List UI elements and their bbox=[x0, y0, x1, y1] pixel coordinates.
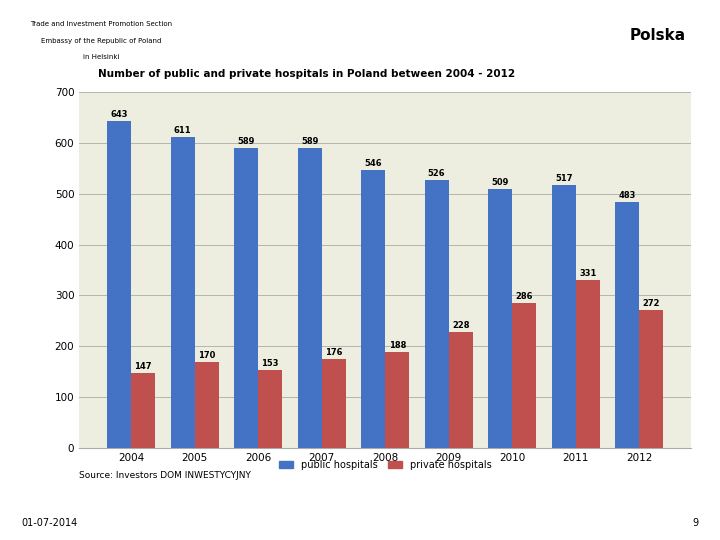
Text: 153: 153 bbox=[261, 359, 279, 368]
Bar bbox=[576, 280, 600, 448]
Bar bbox=[449, 332, 473, 448]
Text: 286: 286 bbox=[516, 292, 533, 301]
Text: 589: 589 bbox=[238, 137, 255, 146]
Text: 147: 147 bbox=[135, 362, 152, 372]
Text: in Helsinki: in Helsinki bbox=[83, 53, 119, 60]
Bar bbox=[425, 180, 449, 448]
Bar bbox=[234, 148, 258, 448]
Bar bbox=[361, 170, 385, 448]
Text: Medical tourism in Poland: Medical tourism in Poland bbox=[228, 28, 451, 43]
Bar bbox=[488, 189, 512, 448]
Text: 188: 188 bbox=[389, 341, 406, 350]
Bar bbox=[552, 185, 576, 448]
Text: 643: 643 bbox=[110, 110, 128, 119]
Bar bbox=[615, 202, 639, 448]
Text: 176: 176 bbox=[325, 348, 343, 356]
Bar bbox=[107, 121, 131, 448]
Text: Source: Investors DOM INWESTYCYJNY: Source: Investors DOM INWESTYCYJNY bbox=[79, 471, 251, 480]
Text: Trade and Investment Promotion Section: Trade and Investment Promotion Section bbox=[30, 21, 172, 28]
Bar bbox=[322, 359, 346, 448]
Text: 589: 589 bbox=[301, 137, 318, 146]
Legend: public hospitals, private hospitals: public hospitals, private hospitals bbox=[275, 456, 495, 474]
Text: 509: 509 bbox=[492, 178, 509, 187]
Text: 01-07-2014: 01-07-2014 bbox=[22, 518, 78, 529]
Text: 9: 9 bbox=[692, 518, 698, 529]
Bar bbox=[171, 137, 194, 448]
Text: 170: 170 bbox=[198, 350, 215, 360]
Bar bbox=[639, 310, 663, 448]
Bar bbox=[258, 370, 282, 448]
Bar bbox=[194, 362, 219, 448]
Text: Embassy of the Republic of Poland: Embassy of the Republic of Poland bbox=[40, 37, 161, 44]
Text: 517: 517 bbox=[555, 174, 572, 183]
Text: 483: 483 bbox=[618, 191, 636, 200]
Text: 526: 526 bbox=[428, 170, 446, 178]
Bar bbox=[131, 373, 156, 448]
Text: 228: 228 bbox=[452, 321, 469, 330]
Text: 331: 331 bbox=[579, 268, 596, 278]
Text: Number of public and private hospitals in Poland between 2004 - 2012: Number of public and private hospitals i… bbox=[98, 69, 515, 79]
Bar bbox=[297, 148, 322, 448]
Text: 272: 272 bbox=[642, 299, 660, 308]
Bar bbox=[385, 353, 410, 448]
Text: 546: 546 bbox=[364, 159, 382, 168]
Text: 611: 611 bbox=[174, 126, 192, 135]
Bar bbox=[512, 302, 536, 448]
Text: Polska: Polska bbox=[630, 28, 686, 43]
